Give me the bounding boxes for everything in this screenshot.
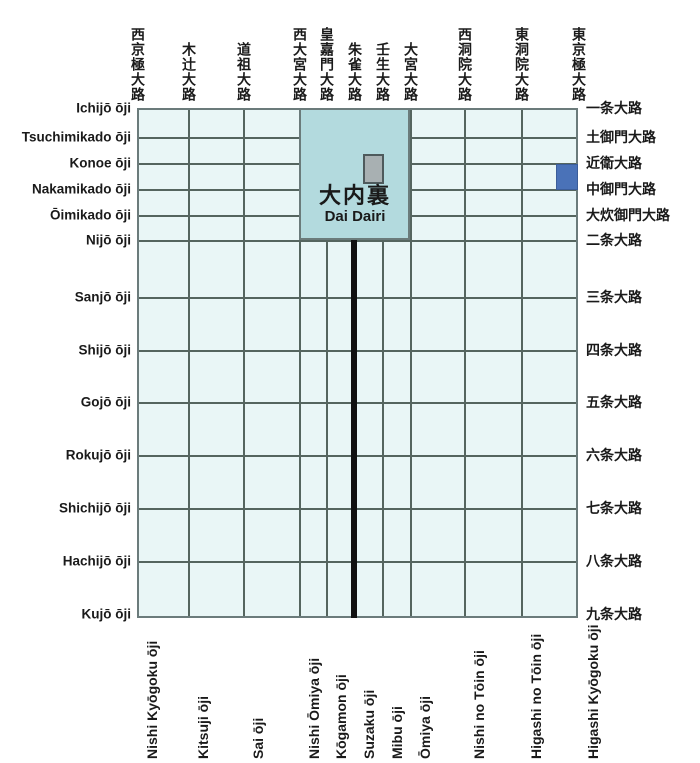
street-label-bottom-suzaku-ji: Suzaku ōji — [361, 689, 377, 759]
dai-dairi-romaji-label: Dai Dairi — [324, 208, 386, 226]
street-label-bottom-nishi-miya-ji: Nishi Ōmiya ōji — [306, 657, 322, 759]
street-label-right-shij-ji: 四条大路 — [586, 343, 642, 359]
street-line-sai — [243, 110, 245, 616]
street-label-bottom-nishi-ky-goku-ji: Nishi Kyōgoku ōji — [144, 640, 160, 759]
top-street-label-row: 西京極大路 木辻大路 道祖大路 西大宮大路 皇嘉門大路 朱雀大路 壬生大路 大宮大路 西洞院大路… — [0, 16, 700, 102]
left-street-label-column: Ichijō ōji Tsuchimikado ōji Konoe ōji Nakam… — [0, 0, 131, 763]
street-label-right-sanj-ji: 三条大路 — [586, 290, 642, 306]
street-line-omiya — [410, 110, 412, 616]
street-label-top-k-gamon-ji: 皇嘉門大路 — [318, 27, 334, 102]
street-label-top-miya-ji: 大宮大路 — [402, 42, 418, 102]
street-line-hachijo — [139, 561, 576, 563]
street-line-suzaku-avenue — [351, 240, 357, 618]
street-label-left-goj-ji: Gojō ōji — [80, 394, 131, 410]
street-label-top-sai-ji: 道祖大路 — [235, 42, 251, 102]
street-label-right-shichij-ji: 七条大路 — [586, 501, 642, 517]
street-line-shijo — [139, 350, 576, 352]
street-label-right-hachij-ji: 八条大路 — [586, 554, 642, 570]
street-label-left-rokuj-ji: Rokujō ōji — [65, 447, 131, 463]
street-label-top-nishi-no-t-in-ji: 西洞院大路 — [456, 27, 472, 102]
street-label-left-konoe-ji: Konoe ōji — [69, 155, 132, 171]
street-label-top-higashi-no-t-in-ji: 東洞院大路 — [513, 27, 529, 102]
street-label-left-shij-ji: Shijō ōji — [78, 342, 132, 358]
street-label-left-kuj-ji: Kujō ōji — [81, 606, 132, 622]
street-line-shichijo — [139, 508, 576, 510]
street-line-mibu — [382, 110, 384, 616]
street-label-right-nakamikado-ji: 中御門大路 — [586, 182, 656, 198]
region-dai-dairi — [299, 108, 410, 240]
street-label-left-nakamikado-ji: Nakamikado ōji — [31, 181, 131, 197]
street-label-bottom-k-gamon-ji: Kōgamon ōji — [333, 674, 349, 759]
right-street-label-column: 一条大路土御門大路近衛大路中御門大路大炊御門大路 二条大路三条大路四条大路五条大路… — [586, 0, 700, 763]
street-label-top-nishi-ky-goku-ji: 西京極大路 — [129, 27, 145, 102]
region-dai-dairi-label: 大内裏 Dai Dairi — [295, 185, 415, 225]
street-label-left-nij-ji: Nijō ōji — [86, 232, 131, 248]
street-label-right-imikado-ji: 大炊御門大路 — [586, 208, 670, 224]
street-label-right-ichij-ji: 一条大路 — [586, 101, 642, 117]
street-label-bottom-sai-ji: Sai ōji — [250, 717, 266, 759]
street-line-rokujo — [139, 455, 576, 457]
street-label-left-tsuchimikado-ji: Tsuchimikado ōji — [21, 129, 131, 145]
street-label-top-suzaku-ji: 朱雀大路 — [346, 42, 362, 102]
street-label-right-rokuj-ji: 六条大路 — [586, 448, 642, 464]
street-label-bottom-nishi-no-t-in-ji: Nishi no Tōin ōji — [471, 650, 487, 759]
street-label-bottom-higashi-no-t-in-ji: Higashi no Tōin ōji — [528, 633, 544, 759]
street-label-left-hachij-ji: Hachijō ōji — [62, 553, 131, 569]
street-label-top-nishi-miya-ji: 西大宮大路 — [291, 27, 307, 102]
street-label-right-goj-ji: 五条大路 — [586, 395, 642, 411]
street-label-bottom-kitsuji-ji: Kitsuji ōji — [195, 696, 211, 759]
street-label-right-tsuchimikado-ji: 土御門大路 — [586, 130, 656, 146]
dai-dairi-jp-label: 大内裏 — [318, 184, 391, 209]
street-label-top-higashi-ky-goku-ji: 東京極大路 — [570, 27, 586, 102]
street-label-right-kuj-ji: 九条大路 — [586, 607, 642, 623]
bottom-street-label-row: Nishi Kyōgoku ōji Kitsuji ōji Sai ōji Nishi… — [0, 624, 700, 763]
region-dairi-inner-palace — [363, 154, 384, 184]
street-line-higashi-no-toin — [521, 110, 523, 616]
street-label-right-nij-ji: 二条大路 — [586, 233, 642, 249]
street-label-left-sanj-ji: Sanjō ōji — [74, 289, 131, 305]
street-line-nijo — [139, 240, 576, 242]
street-line-nishi-omiya — [299, 110, 301, 616]
street-line-sanjo — [139, 297, 576, 299]
street-label-top-kitsuji-ji: 木辻大路 — [180, 42, 196, 102]
street-line-kogamon — [326, 110, 328, 616]
street-label-bottom-mibu-ji: Mibu ōji — [389, 706, 405, 759]
street-label-right-konoe-ji: 近衛大路 — [586, 156, 642, 172]
street-line-nishi-no-toin — [464, 110, 466, 616]
street-label-left-ichij-ji: Ichijō ōji — [76, 100, 131, 116]
street-label-bottom-miya-ji: Ōmiya ōji — [417, 695, 433, 759]
street-line-gojo — [139, 402, 576, 404]
street-label-left-imikado-ji: Ōimikado ōji — [49, 207, 131, 223]
region-highlight-block — [556, 164, 578, 190]
street-label-bottom-higashi-ky-goku-ji: Higashi Kyōgoku ōji — [585, 624, 601, 759]
street-label-top-mibu-ji: 壬生大路 — [374, 42, 390, 102]
street-line-kitsuji — [188, 110, 190, 616]
street-label-left-shichij-ji: Shichijō ōji — [58, 500, 131, 516]
